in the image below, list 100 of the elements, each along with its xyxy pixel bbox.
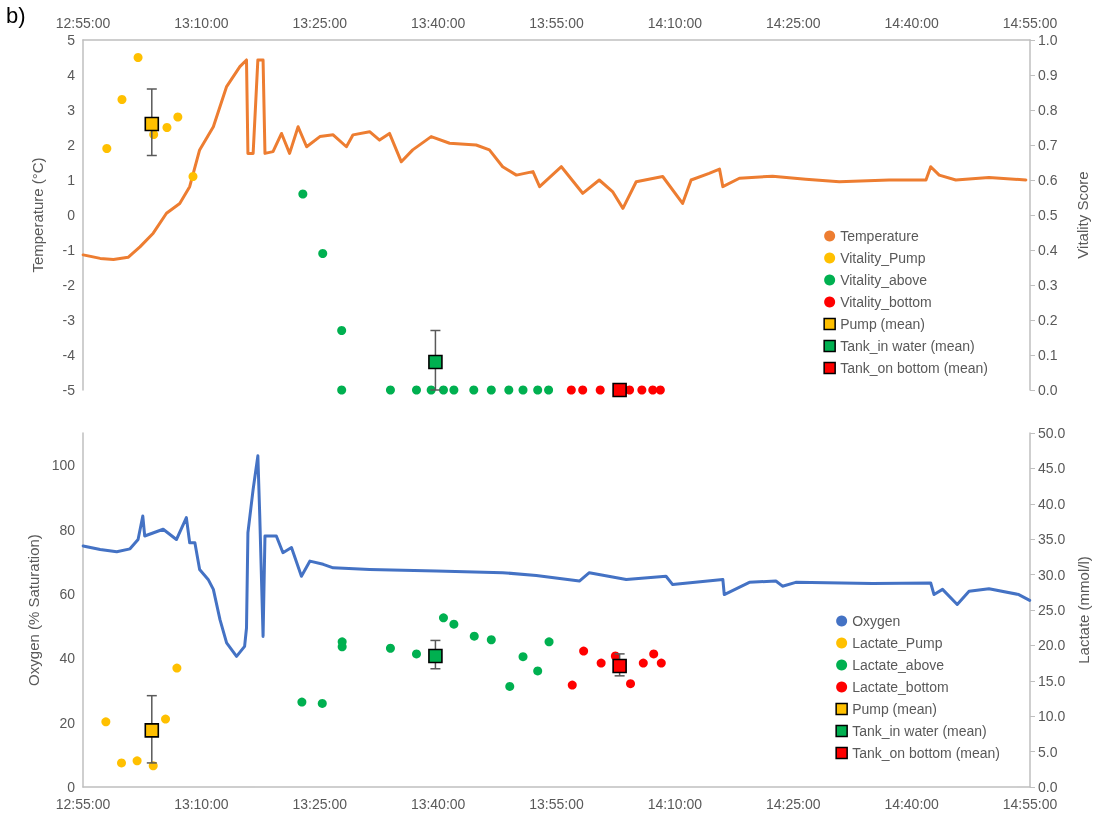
x-tick-label: 14:10:00 [647,15,703,31]
point [412,385,421,395]
point [317,698,327,708]
point [578,385,588,395]
y-tick-label: -3 [62,312,76,328]
legend-label: Oxygen [852,613,901,629]
y2-tick-label: 0.8 [1038,102,1058,118]
y2-tick-label: 0.7 [1038,137,1058,153]
y-tick-label: 5 [67,32,76,48]
x-tick-label: 13:40:00 [410,15,466,31]
point [596,658,606,668]
point [132,756,142,766]
y2-tick-label: 10.0 [1038,708,1066,725]
point [438,613,448,623]
point [337,326,347,335]
legend-label: Pump (mean) [852,701,937,717]
x-tick-label: 14:55:00 [1002,796,1058,812]
legend-label: Tank_in water (mean) [840,338,975,354]
point [579,646,589,656]
point [117,95,127,104]
x-tick-label: 14:55:00 [1002,15,1058,31]
y2-tick-label: 35.0 [1038,531,1066,548]
y2-tick-label: 0.0 [1038,779,1058,795]
x-tick-label: 13:40:00 [410,796,466,812]
text: b) [6,2,26,28]
y2-tick-label: 20.0 [1038,637,1066,654]
line-series [81,454,1032,658]
y-tick-label: 0 [67,207,76,223]
legend-label: Vitality_Pump [840,250,926,266]
x-tick-label: 12:55:00 [55,15,111,31]
point [188,172,198,181]
point [504,385,514,395]
point [318,249,328,258]
point [133,53,143,62]
point [566,385,576,395]
y2-tick-label: 25.0 [1038,602,1066,618]
point [612,382,627,398]
y2-axis-title: Lactate (mmol/l) [1075,556,1093,664]
legend-label: Pump (mean) [840,316,925,332]
point [518,652,528,662]
y-axis-title: Oxygen (% Saturation) [24,534,42,686]
point [655,385,665,395]
x-tick-label: 13:55:00 [529,796,584,812]
y2-tick-label: 0.4 [1038,242,1058,258]
legend-label: Tank_on bottom (mean) [840,360,988,376]
legend-label: Vitality_above [840,272,928,288]
point [297,697,307,707]
point [298,189,308,199]
y-axis-title: Temperature (°C) [29,157,46,273]
point [533,666,543,676]
y-tick-label: 20 [59,714,76,731]
y-tick-label: 2 [67,137,76,153]
y2-tick-label: 15.0 [1038,672,1066,689]
point [117,758,126,768]
point [438,385,448,395]
y-tick-label: -5 [62,382,76,398]
point [469,385,479,395]
x-tick-label: 12:55:00 [55,796,111,812]
point [505,681,515,691]
x-tick-label: 14:40:00 [884,796,940,812]
point [385,643,395,653]
point [567,680,577,690]
y2-tick-label: 0.9 [1038,67,1058,83]
y2-tick-label: 30.0 [1038,566,1066,583]
point [172,663,182,673]
y-tick-label: 4 [67,67,76,83]
point [626,679,636,689]
x-tick-label: 13:55:00 [529,15,584,31]
point [449,385,459,395]
legend-label: Vitality_bottom [840,294,932,310]
point [656,658,666,668]
y2-tick-label: 5.0 [1038,743,1058,760]
point [544,637,554,647]
point [428,354,443,370]
point [162,123,172,132]
point [486,635,496,645]
y2-tick-label: 40.0 [1038,495,1066,512]
x-tick-label: 14:25:00 [766,15,821,31]
y2-tick-label: 1.0 [1038,32,1058,48]
legend-label: Lactate_bottom [852,679,949,695]
point [649,649,659,659]
legend-label: Tank_in water (mean) [852,723,987,739]
point [102,144,112,153]
x-tick-label: 14:25:00 [766,796,821,812]
x-tick-label: 13:25:00 [292,15,348,31]
y2-tick-label: 0.2 [1038,312,1058,328]
point [144,116,160,132]
point [412,649,421,659]
point [449,619,459,629]
y-tick-label: 100 [51,457,76,474]
point [337,385,347,395]
y2-tick-label: 0.6 [1038,172,1058,188]
point [428,648,443,664]
y2-tick-label: 0.3 [1038,277,1058,293]
point [144,723,160,738]
y-tick-label: -4 [62,347,76,363]
x-tick-label: 14:10:00 [647,796,703,812]
y-tick-label: -2 [62,277,76,293]
y2-tick-label: 45.0 [1038,460,1066,477]
y-tick-label: 80 [59,521,76,538]
